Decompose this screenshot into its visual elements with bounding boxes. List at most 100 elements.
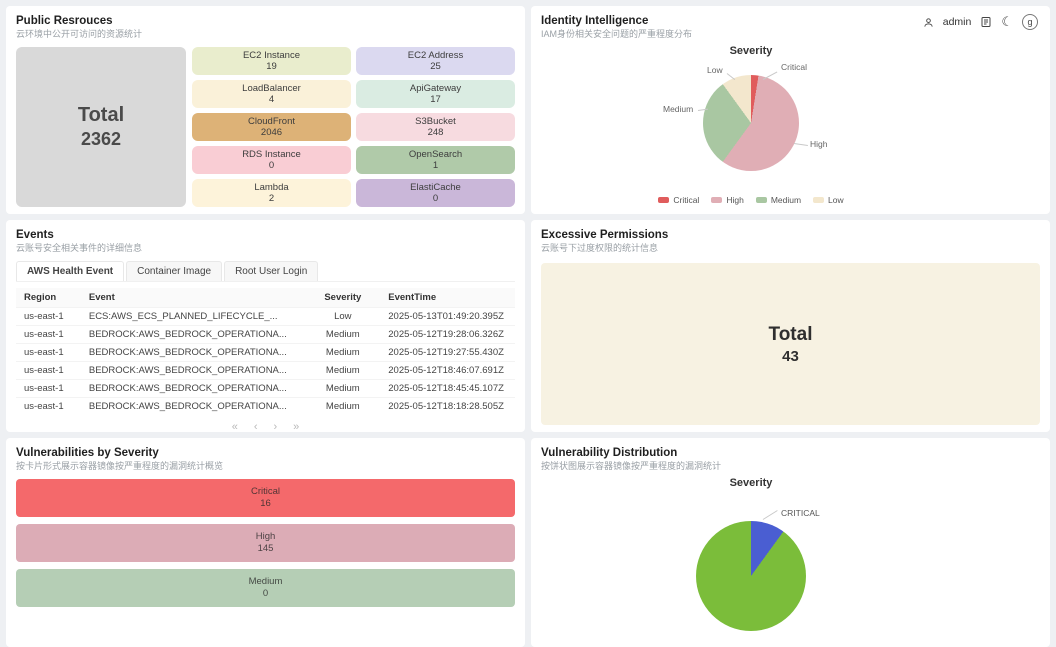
total-label: Total — [77, 104, 125, 126]
events-header: Events 云账号安全相关事件的详细信息 — [6, 220, 525, 255]
panel-subtitle: 云环境中公开可访问的资源统计 — [16, 29, 143, 39]
panel-subtitle: 按饼状图展示容器镜像按严重程度的漏洞统计 — [541, 461, 722, 471]
resource-value: 0 — [268, 160, 275, 171]
severity-bar-high: High 145 — [16, 524, 515, 562]
chart-title: Severity — [729, 45, 773, 57]
row-bottom: Vulnerabilities by Severity 按卡片形式展示容器镜像按… — [6, 438, 1050, 647]
public-resources-body: Total 2362 EC2 Instance 19 EC2 Address 25 Lo… — [6, 41, 525, 209]
panel-title: Identity Intelligence — [541, 15, 649, 27]
resource-card-s3bucket: S3Bucket 248 — [356, 113, 515, 141]
legend-item-critical[interactable]: Critical — [658, 195, 699, 205]
row-top: Public Resrouces 云环境中公开可访问的资源统计 Total 23… — [6, 6, 1050, 214]
pagination-prev[interactable]: ‹ — [253, 421, 258, 433]
vulnerability-severity-pie[interactable] — [696, 521, 806, 631]
public-resources-header: Public Resrouces 云环境中公开可访问的资源统计 — [6, 6, 525, 41]
pagination-first[interactable]: « — [231, 421, 238, 433]
total-label: Total — [768, 323, 813, 345]
panel-title: Excessive Permissions — [541, 229, 669, 241]
user-icon — [923, 17, 934, 28]
leader-line — [793, 143, 808, 146]
panel-vulnerabilities-by-severity: Vulnerabilities by Severity 按卡片形式展示容器镜像按… — [6, 438, 525, 647]
events-table: Region Event Severity EventTime us-east-1 EC… — [16, 288, 515, 415]
resource-card-ec2-instance: EC2 Instance 19 — [192, 47, 351, 75]
table-cell: Low — [305, 307, 381, 326]
tab-aws-health-event[interactable]: AWS Health Event — [16, 261, 125, 281]
resource-card-rds-instance: RDS Instance 0 — [192, 146, 351, 174]
severity-bars: Critical 16 High 145 Medium 0 — [6, 473, 525, 607]
username[interactable]: admin — [942, 16, 972, 28]
legend-item-medium[interactable]: Medium — [755, 195, 801, 205]
legend-item-high[interactable]: High — [711, 195, 744, 205]
table-cell: us-east-1 — [16, 307, 81, 326]
resource-value: 19 — [266, 61, 277, 72]
severity-bar-medium: Medium 0 — [16, 569, 515, 607]
dashboard: Public Resrouces 云环境中公开可访问的资源统计 Total 23… — [6, 6, 1050, 647]
table-cell: BEDROCK:AWS_BEDROCK_OPERATIONA... — [80, 325, 306, 344]
resource-name: ElastiCache — [410, 182, 461, 193]
resource-card-cloudfront: CloudFront 2046 — [192, 113, 351, 141]
resource-name: OpenSearch — [408, 149, 463, 160]
table-cell: BEDROCK:AWS_BEDROCK_OPERATIONA... — [80, 343, 306, 362]
table-cell: 2025-05-12T19:28:06.326Z — [380, 325, 515, 344]
column-header-severity: Severity — [305, 288, 381, 308]
total-value: 43 — [782, 347, 799, 365]
table-row: us-east-1 BEDROCK:AWS_BEDROCK_OPERATIONA.… — [16, 343, 515, 362]
panel-subtitle: 云账号安全相关事件的详细信息 — [16, 243, 143, 253]
pie-label-low: Low — [707, 65, 723, 75]
table-cell: us-east-1 — [16, 325, 81, 344]
tab-container-image[interactable]: Container Image — [126, 261, 223, 281]
pagination-next[interactable]: › — [273, 421, 278, 433]
table-cell: us-east-1 — [16, 361, 81, 380]
resource-value: 25 — [430, 61, 441, 72]
table-header-row: Region Event Severity EventTime — [16, 288, 515, 308]
table-row: us-east-1 BEDROCK:AWS_BEDROCK_OPERATIONA.… — [16, 361, 515, 380]
resource-value: 2046 — [260, 127, 283, 138]
table-cell: 2025-05-13T01:49:20.395Z — [380, 307, 515, 326]
pie-label-critical: CRITICAL — [781, 508, 820, 518]
table-cell: Medium — [305, 361, 381, 380]
identity-severity-pie[interactable] — [703, 75, 799, 171]
events-tabs: AWS Health Event Container Image Root User… — [16, 261, 515, 282]
legend-swatch — [755, 197, 767, 203]
panel-subtitle: 按卡片形式展示容器镜像按严重程度的漏洞统计概览 — [16, 461, 224, 471]
bar-value: 145 — [257, 543, 274, 554]
table-cell: 2025-05-12T18:18:28.505Z — [380, 397, 515, 415]
resource-card-opensearch: OpenSearch 1 — [356, 146, 515, 174]
pie-label-critical: Critical — [781, 62, 807, 72]
table-cell: Medium — [305, 397, 381, 415]
bar-name: Medium — [248, 576, 283, 587]
resource-name: CloudFront — [248, 116, 295, 127]
docs-icon[interactable] — [980, 16, 992, 28]
legend-swatch — [711, 197, 723, 203]
panel-identity-intelligence: Identity Intelligence IAM身份相关安全问题的严重程度分布… — [531, 6, 1050, 214]
table-row: us-east-1 ECS:AWS_ECS_PLANNED_LIFECYCLE_.… — [16, 307, 515, 326]
resource-card-ec2-address: EC2 Address 25 — [356, 47, 515, 75]
resource-name: EC2 Address — [407, 50, 464, 61]
panel-title: Vulnerability Distribution — [541, 447, 678, 459]
avatar[interactable]: g — [1022, 14, 1038, 30]
legend-item-low[interactable]: Low — [813, 195, 844, 205]
table-cell: Medium — [305, 379, 381, 398]
vulnerability-severity-chart: Severity CRITICAL — [531, 475, 971, 647]
pagination-last[interactable]: » — [293, 421, 300, 433]
table-row: us-east-1 BEDROCK:AWS_BEDROCK_OPERATIONA.… — [16, 397, 515, 415]
events-table-head: Region Event Severity EventTime — [16, 288, 515, 308]
row-middle: Events 云账号安全相关事件的详细信息 AWS Health Event Co… — [6, 220, 1050, 432]
events-pagination: « ‹ › » — [6, 421, 525, 433]
resource-value: 248 — [427, 127, 444, 138]
table-row: us-east-1 BEDROCK:AWS_BEDROCK_OPERATIONA.… — [16, 325, 515, 344]
dark-mode-icon[interactable]: ☾ — [1001, 14, 1013, 29]
resource-value: 2 — [268, 193, 275, 204]
tab-root-user-login[interactable]: Root User Login — [224, 261, 319, 281]
panel-excessive-permissions: Excessive Permissions 云账号下过度权限的统计信息 Tota… — [531, 220, 1050, 432]
table-cell: Medium — [305, 325, 381, 344]
resource-value: 17 — [430, 94, 441, 105]
resource-card-apigateway: ApiGateway 17 — [356, 80, 515, 108]
column-header-eventtime: EventTime — [380, 288, 515, 308]
table-cell: BEDROCK:AWS_BEDROCK_OPERATIONA... — [80, 397, 306, 415]
resource-name: EC2 Instance — [242, 50, 301, 61]
bar-value: 16 — [260, 498, 271, 509]
table-cell: 2025-05-12T18:46:07.691Z — [380, 361, 515, 380]
panel-events: Events 云账号安全相关事件的详细信息 AWS Health Event Co… — [6, 220, 525, 432]
legend-label: Low — [828, 195, 844, 205]
